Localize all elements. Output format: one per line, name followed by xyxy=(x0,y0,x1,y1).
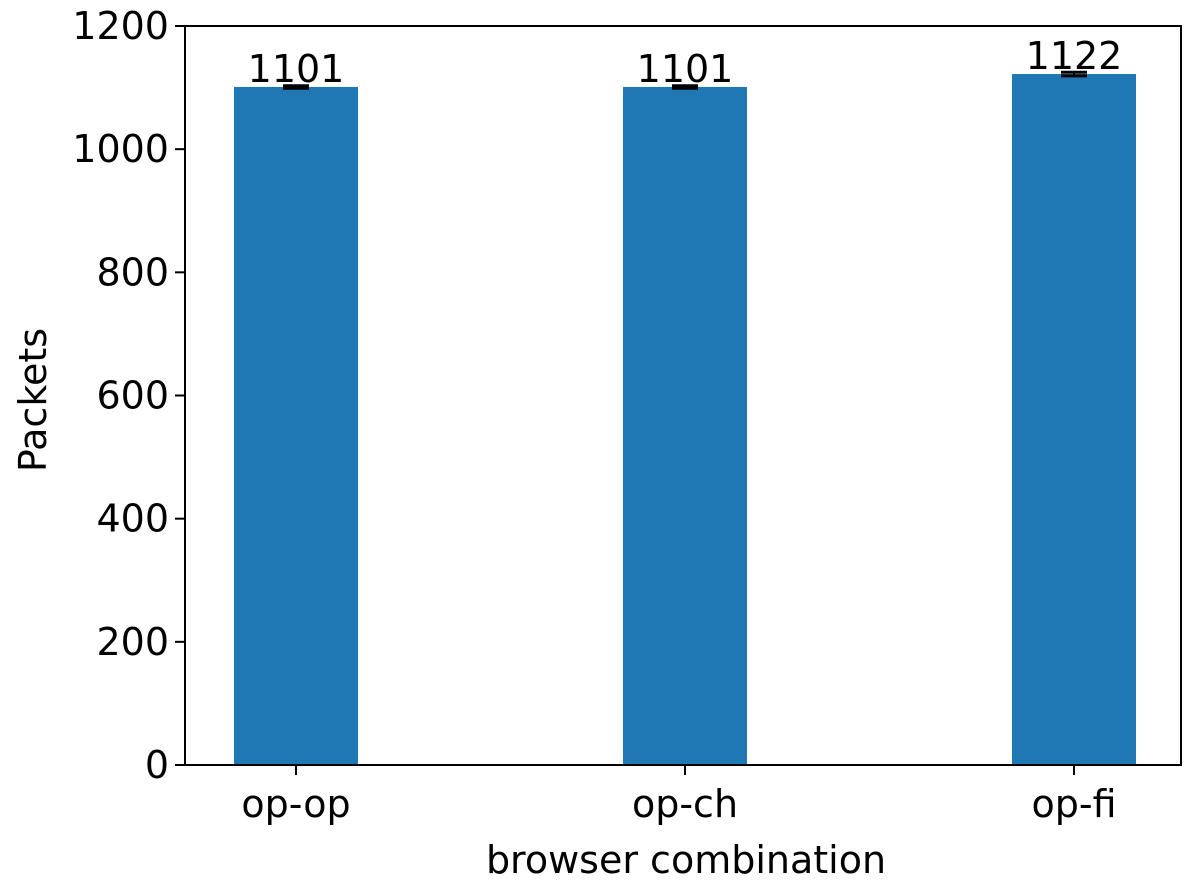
x-tick-label: op-ch xyxy=(632,782,738,826)
x-tick-label: op-op xyxy=(241,782,350,826)
bar xyxy=(234,86,358,765)
plot-frame xyxy=(184,25,1182,766)
x-tick-label: op-fi xyxy=(1031,782,1116,826)
y-tick-label: 800 xyxy=(96,250,169,294)
x-axis-title: browser combination xyxy=(486,838,886,882)
y-axis-title: Packets xyxy=(11,328,55,472)
y-tick-label: 200 xyxy=(96,620,169,664)
y-axis: 0 200 400 600 800 1000 1200 xyxy=(72,4,185,787)
y-tick-label: 1200 xyxy=(72,4,169,48)
y-tick-label: 0 xyxy=(145,743,169,787)
bar xyxy=(1012,74,1136,765)
data-label: 1101 xyxy=(248,47,345,91)
x-axis: op-op op-ch op-fi xyxy=(241,765,1117,826)
data-labels-group: 1101 1101 1122 xyxy=(248,34,1123,91)
y-tick-label: 600 xyxy=(96,374,169,418)
data-label: 1101 xyxy=(637,47,734,91)
y-tick-label: 400 xyxy=(96,497,169,541)
y-tick-label: 1000 xyxy=(72,127,169,171)
bars-group xyxy=(234,74,1136,765)
error-bars-group xyxy=(283,70,1087,90)
data-label: 1122 xyxy=(1026,34,1123,78)
bar xyxy=(623,86,747,765)
